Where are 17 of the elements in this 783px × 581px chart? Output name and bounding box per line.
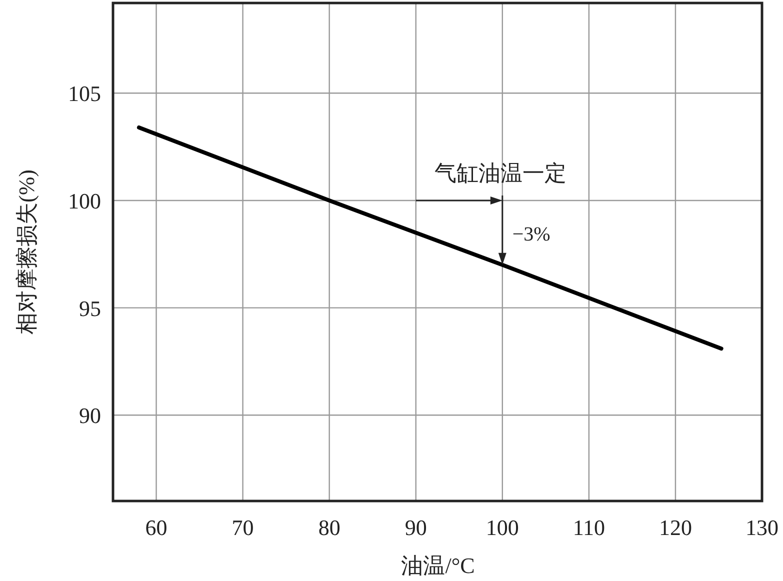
line-series [136, 126, 724, 351]
x-tick-label: 90 [404, 515, 427, 540]
x-tick-label: 110 [572, 515, 606, 540]
y-tick-label: 100 [68, 188, 101, 214]
x-tick-label: 130 [746, 515, 778, 540]
y-tick-label: 95 [79, 296, 101, 321]
x-axis-title: 油温/°C [401, 553, 475, 578]
y-axis-title: 相对摩擦损失(%) [14, 170, 39, 334]
annotation: 气缸油温一定 [434, 160, 566, 186]
x-tick-label: 70 [232, 515, 254, 540]
x-tick-label: 80 [318, 515, 340, 540]
annotation: −3% [512, 224, 550, 246]
x-tick-label: 100 [486, 515, 519, 540]
y-tick-label: 90 [79, 403, 101, 428]
x-tick-label: 60 [145, 515, 168, 540]
y-tick-label: 105 [68, 81, 101, 106]
x-tick-label: 120 [658, 515, 692, 540]
